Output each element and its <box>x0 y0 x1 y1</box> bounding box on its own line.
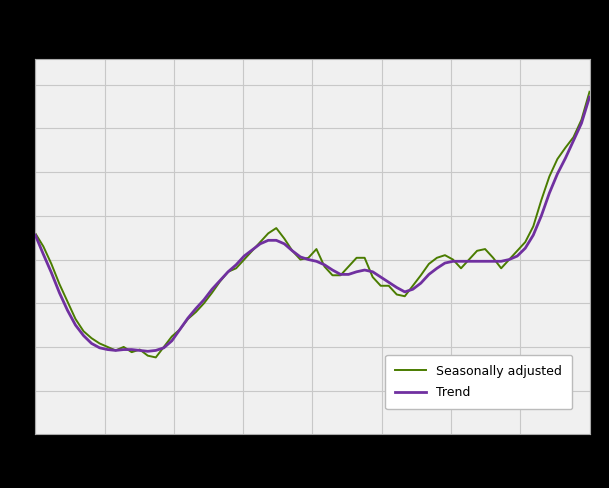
Trend <box>586 94 593 100</box>
Trend <box>345 271 352 277</box>
Seasonally adjusted <box>345 264 352 269</box>
Trend <box>144 348 152 354</box>
Trend <box>168 338 175 344</box>
Line: Trend: Trend <box>35 97 590 351</box>
Seasonally adjusted <box>32 230 39 236</box>
Trend <box>32 232 39 238</box>
Trend <box>513 253 521 259</box>
Seasonally adjusted <box>513 248 521 254</box>
Seasonally adjusted <box>152 354 160 360</box>
Legend: Seasonally adjusted, Trend: Seasonally adjusted, Trend <box>385 354 572 409</box>
Seasonally adjusted <box>104 344 111 350</box>
Seasonally adjusted <box>505 257 513 263</box>
Seasonally adjusted <box>586 89 593 95</box>
Trend <box>104 346 111 352</box>
Seasonally adjusted <box>168 333 175 339</box>
Trend <box>505 257 513 263</box>
Trend <box>208 286 216 292</box>
Line: Seasonally adjusted: Seasonally adjusted <box>35 92 590 357</box>
Seasonally adjusted <box>208 290 216 296</box>
